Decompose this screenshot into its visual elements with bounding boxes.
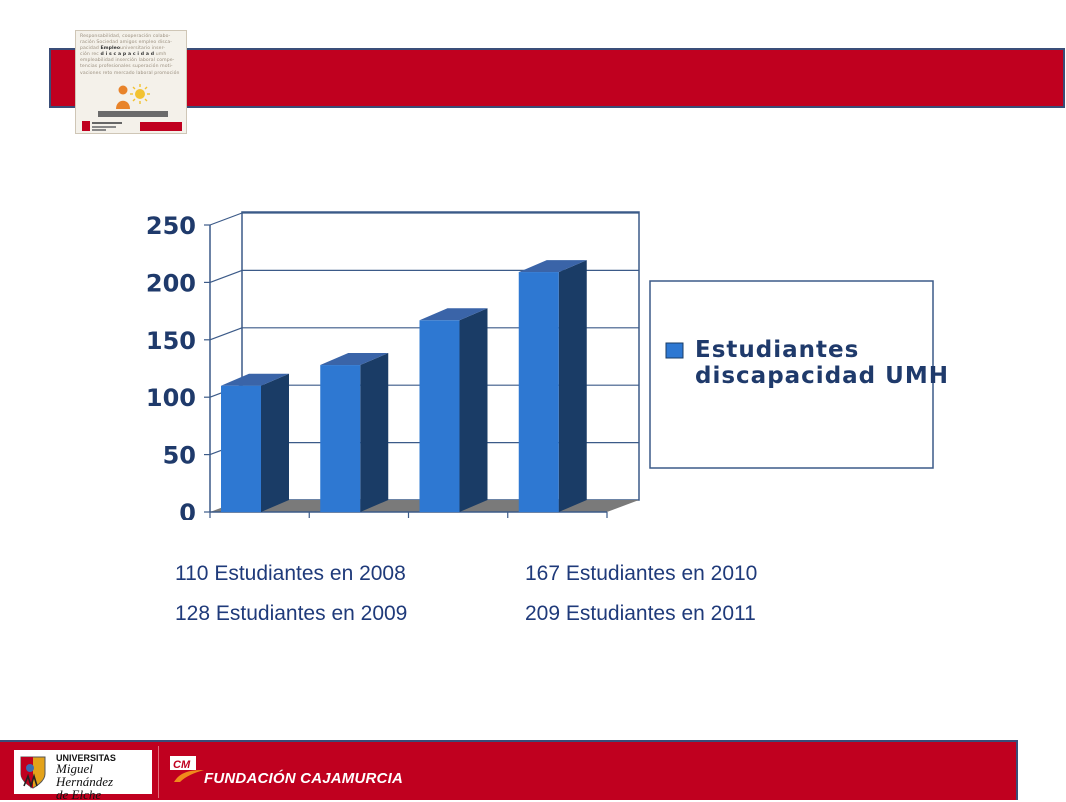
legend-swatch xyxy=(665,342,684,359)
umh-name-line1: Miguel Hernández xyxy=(56,761,114,789)
footer-divider xyxy=(158,746,159,798)
umh-title: UNIVERSITAS xyxy=(56,753,116,763)
bar-top xyxy=(518,260,587,273)
bar-side xyxy=(360,353,389,512)
bar xyxy=(419,320,460,512)
y-tick-label: 200 xyxy=(146,269,196,297)
bar-top xyxy=(221,373,289,386)
umh-shield-icon xyxy=(18,754,48,790)
umh-name: Miguel Hernández de Elche xyxy=(56,762,152,801)
stat-2010: 167 Estudiantes en 2010 xyxy=(525,562,758,585)
logo-line: tencias profesionales superación moti- xyxy=(80,64,173,70)
gridline-diag xyxy=(209,269,243,283)
y-tick-label: 150 xyxy=(146,327,196,355)
chart-svg: 0501001502002502008200920102011 xyxy=(146,211,934,520)
stat-2011: 209 Estudiantes en 2011 xyxy=(525,602,756,625)
y-tick-label: 100 xyxy=(146,384,196,412)
stat-2009: 128 Estudiantes en 2009 xyxy=(175,602,408,625)
person-sun-icon xyxy=(116,84,150,109)
logo-line: empleabilidad inserción laboral compe- xyxy=(80,58,175,64)
bar-side xyxy=(558,260,587,512)
logo-line: pacidad Empleouniversitario inser- xyxy=(80,46,166,52)
footer-band: UNIVERSITAS Miguel Hernández de Elche CM… xyxy=(0,740,1018,801)
cajamurcia-name: FUNDACIÓN CAJAMURCIA xyxy=(204,770,403,787)
umh-logo: UNIVERSITAS Miguel Hernández de Elche xyxy=(14,750,152,801)
y-tick-label: 0 xyxy=(179,499,196,520)
y-tick-label: 50 xyxy=(163,442,196,470)
logo-text-block: Responsabilidad, cooperación colabo- rac… xyxy=(80,34,184,77)
observatorio-logo: Responsabilidad, cooperación colabo- rac… xyxy=(75,30,187,134)
logo-highlight-discapacidad: d i s c a p a c i d a d xyxy=(100,52,155,58)
logo-caption-bar xyxy=(98,111,168,117)
bar-chart: 0501001502002502008200920102011 Estudian… xyxy=(120,180,950,520)
umh-name-line2: de Elche xyxy=(56,787,102,802)
bar-top xyxy=(419,308,488,321)
stat-2008: 110 Estudiantes en 2008 xyxy=(175,562,406,585)
bar xyxy=(221,385,261,512)
header-band xyxy=(49,48,1065,108)
logo-sponsors-icon xyxy=(82,121,182,131)
svg-text:CM: CM xyxy=(173,759,191,771)
logo-line: vaciones reto mercado laboral promoción xyxy=(80,70,180,76)
legend-label: Estudiantes discapacidad UMH xyxy=(695,337,949,389)
gridline-diag xyxy=(209,212,243,226)
logo-highlight-empleo: Empleo xyxy=(100,46,121,52)
gridline-diag xyxy=(209,327,243,341)
logo-line: ción rec d i s c a p a c i d a d umh xyxy=(80,52,167,58)
legend-box xyxy=(649,280,934,469)
bar-side xyxy=(459,308,488,512)
cajamurcia-logo-icon: CM xyxy=(170,756,204,782)
logo-line: Responsabilidad, cooperación colabo- xyxy=(80,34,171,39)
bar-side xyxy=(261,373,289,512)
y-tick-label: 250 xyxy=(146,212,196,240)
bar-top xyxy=(320,353,389,366)
bar xyxy=(320,365,361,512)
bar xyxy=(518,272,559,512)
logo-line: ración Sociedad amigos empleo disca- xyxy=(80,40,173,46)
